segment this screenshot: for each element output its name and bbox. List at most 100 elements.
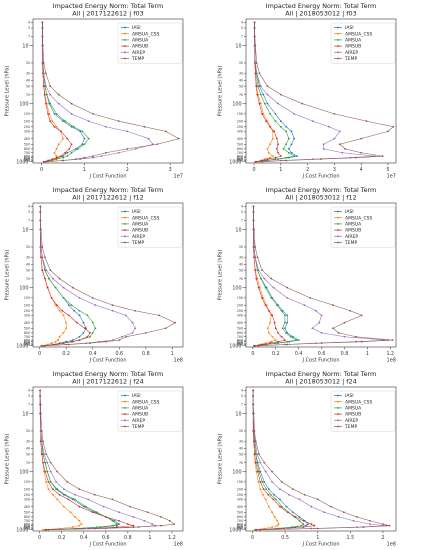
y-tick-label: 800: [237, 154, 243, 158]
data-point: [83, 137, 86, 140]
data-point: [259, 93, 262, 96]
y-tick-label: 7: [28, 403, 30, 407]
y-tick-label: 800: [24, 338, 30, 342]
x-tick-label: 3: [333, 167, 336, 173]
data-point: [111, 304, 114, 307]
legend-marker: [124, 216, 126, 219]
data-point: [293, 112, 296, 115]
series-line-amsua: [42, 22, 90, 163]
series-line-amsua: [40, 206, 96, 347]
data-point: [261, 296, 263, 299]
y-tick-label: 70: [26, 461, 30, 465]
data-point: [309, 296, 312, 299]
legend-marker: [124, 419, 126, 422]
legend-label: AMSUA_CSS: [132, 215, 159, 221]
data-point: [64, 120, 67, 123]
data-point: [75, 321, 78, 324]
x-tick-label: 2: [381, 535, 384, 541]
data-point: [274, 339, 277, 342]
data-point: [252, 389, 255, 392]
data-point: [277, 151, 280, 154]
data-point: [272, 498, 275, 501]
legend-label: AIREP: [345, 418, 358, 424]
data-point: [89, 342, 91, 345]
y-tick-label: 200: [237, 119, 243, 123]
data-point: [77, 147, 79, 150]
series-line-iasi: [39, 390, 120, 531]
data-point: [49, 120, 52, 123]
y-axis-label: Pressure Level (hPa): [5, 434, 11, 485]
data-point: [66, 480, 69, 483]
data-point: [257, 269, 260, 272]
data-point: [333, 112, 336, 115]
data-point: [285, 159, 288, 162]
data-point: [252, 205, 255, 208]
data-point: [252, 440, 255, 443]
data-point: [320, 314, 323, 317]
data-point: [45, 453, 48, 456]
data-point: [46, 343, 49, 346]
plot-frame: [245, 202, 397, 348]
y-tick-label: 150: [24, 112, 30, 116]
data-point: [342, 511, 345, 514]
legend-label: TEMP: [131, 424, 144, 430]
y-tick-label: 500: [237, 510, 243, 514]
data-point: [143, 125, 146, 128]
data-point: [261, 112, 263, 115]
data-point: [365, 120, 368, 123]
y-tick-label: 4: [241, 389, 243, 393]
data-point: [261, 159, 263, 162]
y-tick-label: 70: [239, 93, 243, 97]
x-tick-label: 0: [251, 535, 254, 541]
y-tick-label: 400: [24, 137, 30, 141]
data-point: [305, 524, 307, 527]
data-point: [284, 314, 286, 317]
data-point: [91, 331, 94, 334]
data-point: [53, 151, 56, 154]
series-line-temp: [39, 390, 175, 531]
data-point: [81, 143, 84, 146]
data-point: [78, 296, 81, 299]
x-tick-label: 0: [40, 167, 43, 173]
data-point: [91, 296, 94, 299]
legend-label: AIREP: [132, 418, 145, 424]
data-point: [47, 488, 50, 491]
data-point: [118, 519, 120, 522]
data-point: [279, 120, 282, 123]
data-point: [320, 158, 322, 161]
data-point: [65, 321, 68, 324]
data-point: [280, 335, 283, 338]
legend-marker: [124, 413, 126, 415]
data-point: [118, 339, 121, 342]
data-point: [48, 277, 50, 280]
legend-label: AIREP: [345, 50, 358, 56]
data-point: [290, 143, 293, 146]
y-tick-label: 600: [237, 147, 243, 151]
data-point: [53, 125, 56, 128]
data-point: [279, 488, 281, 491]
data-point: [277, 340, 279, 343]
y-tick-label: 5: [28, 394, 30, 398]
data-point: [337, 331, 340, 334]
chart-title: Impacted Energy Norm: Total Term: [266, 2, 377, 10]
data-point: [316, 527, 319, 530]
series-line-iasi: [252, 390, 309, 531]
y-tick-label: 600: [237, 331, 243, 335]
y-tick-label: 40: [26, 447, 30, 451]
y-tick-label: 4: [28, 205, 30, 209]
data-point: [253, 35, 256, 38]
chart-subtitle: All | 2017122612 | f03: [72, 10, 143, 18]
y-tick-label: 5: [241, 26, 243, 30]
data-point: [64, 151, 67, 154]
data-point: [289, 335, 292, 338]
x-tick-label: 0.4: [80, 535, 88, 541]
data-point: [273, 321, 276, 324]
y-tick-label: 400: [237, 321, 243, 325]
data-point: [65, 340, 68, 343]
chart-subtitle: All | 2018053012 | f24: [285, 378, 356, 386]
x-tick-label: 0.5: [281, 535, 289, 541]
x-axis-label: J Cost Function: [301, 358, 339, 364]
y-tick-label: 400: [237, 505, 243, 509]
series-line-temp: [42, 22, 180, 163]
